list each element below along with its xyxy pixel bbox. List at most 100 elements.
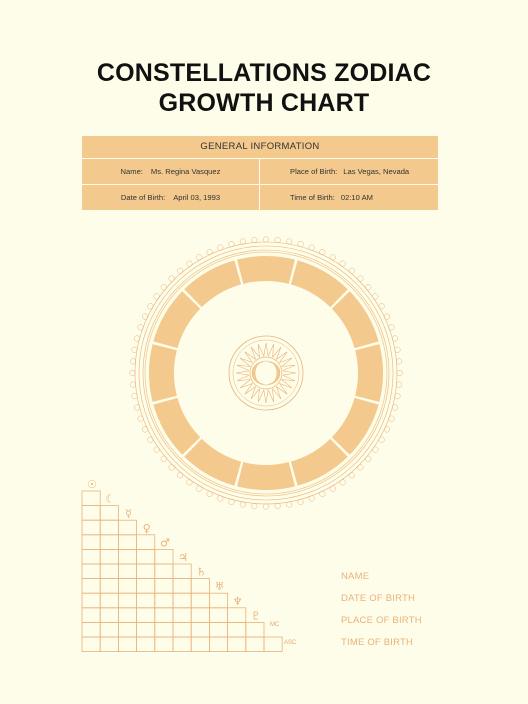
aspect-cell[interactable] bbox=[99, 505, 119, 521]
aspect-cell[interactable] bbox=[81, 505, 101, 521]
asc-label: ASC bbox=[284, 640, 297, 646]
zodiac-segment bbox=[237, 256, 295, 284]
name-cell: Name: Ms. Regina Vasquez bbox=[82, 159, 260, 184]
aspect-cell[interactable] bbox=[118, 636, 138, 653]
aspect-cell[interactable] bbox=[81, 490, 101, 507]
aspect-cell[interactable] bbox=[81, 549, 101, 565]
zodiac-segment bbox=[355, 344, 383, 402]
aspect-cell[interactable] bbox=[172, 563, 192, 580]
aspect-cell[interactable] bbox=[208, 636, 228, 653]
aspect-cell[interactable] bbox=[154, 549, 174, 565]
aspect-cell[interactable] bbox=[99, 549, 119, 565]
aspect-cell[interactable] bbox=[99, 519, 119, 536]
aspect-cell[interactable] bbox=[190, 622, 210, 638]
aspect-cell[interactable] bbox=[245, 622, 265, 638]
date-of-birth-label: Date of Birth: bbox=[120, 193, 166, 202]
aspect-cell[interactable] bbox=[118, 622, 138, 638]
aspect-cell[interactable] bbox=[190, 592, 210, 609]
sun-icon: ☉ bbox=[87, 478, 97, 491]
aspect-cell[interactable] bbox=[154, 578, 174, 594]
aspect-cell[interactable] bbox=[118, 549, 138, 565]
place-of-birth-label: Place of Birth: bbox=[290, 167, 338, 176]
aspect-cell[interactable] bbox=[81, 592, 101, 609]
aspect-cell[interactable] bbox=[263, 636, 283, 653]
aspect-cell[interactable] bbox=[154, 636, 174, 653]
legend-name: NAME bbox=[341, 571, 370, 582]
time-of-birth-value: 02:10 AM bbox=[340, 193, 373, 202]
name-value: Ms. Regina Vasquez bbox=[150, 167, 221, 176]
aspect-cell[interactable] bbox=[81, 622, 101, 638]
aspect-cell[interactable] bbox=[136, 534, 156, 550]
aspect-cell[interactable] bbox=[118, 592, 138, 609]
aspect-cell[interactable] bbox=[172, 622, 192, 638]
general-information-table: GENERAL INFORMATION Name: Ms. Regina Vas… bbox=[82, 136, 438, 210]
aspect-cell[interactable] bbox=[99, 578, 119, 594]
aspect-cell[interactable] bbox=[99, 636, 119, 653]
venus-icon: ♀ bbox=[143, 522, 151, 535]
aspect-cell[interactable] bbox=[118, 534, 138, 550]
zodiac-segment bbox=[331, 291, 379, 349]
aspect-cell[interactable] bbox=[190, 578, 210, 594]
aspect-cell[interactable] bbox=[99, 563, 119, 580]
aspect-cell[interactable] bbox=[172, 578, 192, 594]
saturn-icon: ♄ bbox=[196, 566, 206, 579]
aspect-cell[interactable] bbox=[118, 578, 138, 594]
title-line-1: CONSTELLATIONS ZODIAC bbox=[96, 59, 432, 87]
aspect-cell[interactable] bbox=[136, 636, 156, 653]
aspect-cell[interactable] bbox=[99, 607, 119, 623]
aspect-cell[interactable] bbox=[208, 607, 228, 623]
aspect-cell[interactable] bbox=[99, 622, 119, 638]
time-of-birth-label: Time of Birth: bbox=[290, 193, 335, 202]
mc-label: MC bbox=[270, 622, 280, 628]
aspect-cell[interactable] bbox=[99, 534, 119, 550]
neptune-icon: ♆ bbox=[233, 595, 243, 608]
info-row-1: Name: Ms. Regina Vasquez Place of Birth:… bbox=[82, 159, 438, 185]
aspect-cell[interactable] bbox=[136, 592, 156, 609]
general-information-header: GENERAL INFORMATION bbox=[82, 136, 438, 159]
aspect-cell[interactable] bbox=[190, 636, 210, 653]
aspect-cell[interactable] bbox=[208, 592, 228, 609]
aspect-cell[interactable] bbox=[154, 563, 174, 580]
aspect-cell[interactable] bbox=[136, 622, 156, 638]
aspect-cell[interactable] bbox=[136, 578, 156, 594]
aspect-cell[interactable] bbox=[154, 622, 174, 638]
info-row-2: Date of Birth: April 03, 1993 Time of Bi… bbox=[82, 185, 438, 210]
zodiac-segment bbox=[153, 397, 201, 455]
aspect-cell[interactable] bbox=[172, 592, 192, 609]
uranus-icon: ♅ bbox=[215, 580, 225, 593]
aspect-cell[interactable] bbox=[81, 607, 101, 623]
aspect-cell[interactable] bbox=[154, 592, 174, 609]
aspect-cell[interactable] bbox=[245, 636, 265, 653]
aspect-cell[interactable] bbox=[154, 607, 174, 623]
zodiac-segment bbox=[290, 260, 348, 308]
legend-place-of-birth: PLACE OF BIRTH bbox=[341, 615, 422, 626]
aspect-cell[interactable] bbox=[227, 636, 247, 653]
zodiac-house-band bbox=[144, 251, 388, 495]
aspect-cell[interactable] bbox=[172, 607, 192, 623]
zodiac-segment bbox=[331, 397, 379, 455]
aspect-cell[interactable] bbox=[227, 607, 247, 623]
aspect-cell[interactable] bbox=[208, 622, 228, 638]
aspect-cell[interactable] bbox=[118, 563, 138, 580]
time-of-birth-cell: Time of Birth: 02:10 AM bbox=[260, 185, 438, 210]
aspect-cell[interactable] bbox=[118, 607, 138, 623]
aspect-cell[interactable] bbox=[81, 563, 101, 580]
aspect-cell[interactable] bbox=[136, 607, 156, 623]
aspect-cell[interactable] bbox=[172, 636, 192, 653]
aspect-cell[interactable] bbox=[81, 519, 101, 536]
jupiter-icon: ♃ bbox=[178, 551, 188, 564]
aspect-cell[interactable] bbox=[136, 563, 156, 580]
aspect-cell[interactable] bbox=[81, 578, 101, 594]
aspect-cell[interactable] bbox=[99, 592, 119, 609]
aspect-cell[interactable] bbox=[81, 534, 101, 550]
pluto-icon: ♇ bbox=[251, 609, 261, 622]
name-label: Name: bbox=[120, 167, 143, 176]
aspect-cell[interactable] bbox=[118, 519, 138, 536]
outer-scallop-ring bbox=[129, 236, 403, 510]
aspect-cell[interactable] bbox=[190, 607, 210, 623]
aspect-cell[interactable] bbox=[81, 636, 101, 653]
title-line-2: GROWTH CHART bbox=[158, 89, 370, 117]
aspect-cell[interactable] bbox=[136, 549, 156, 565]
aspect-cell[interactable] bbox=[227, 622, 247, 638]
